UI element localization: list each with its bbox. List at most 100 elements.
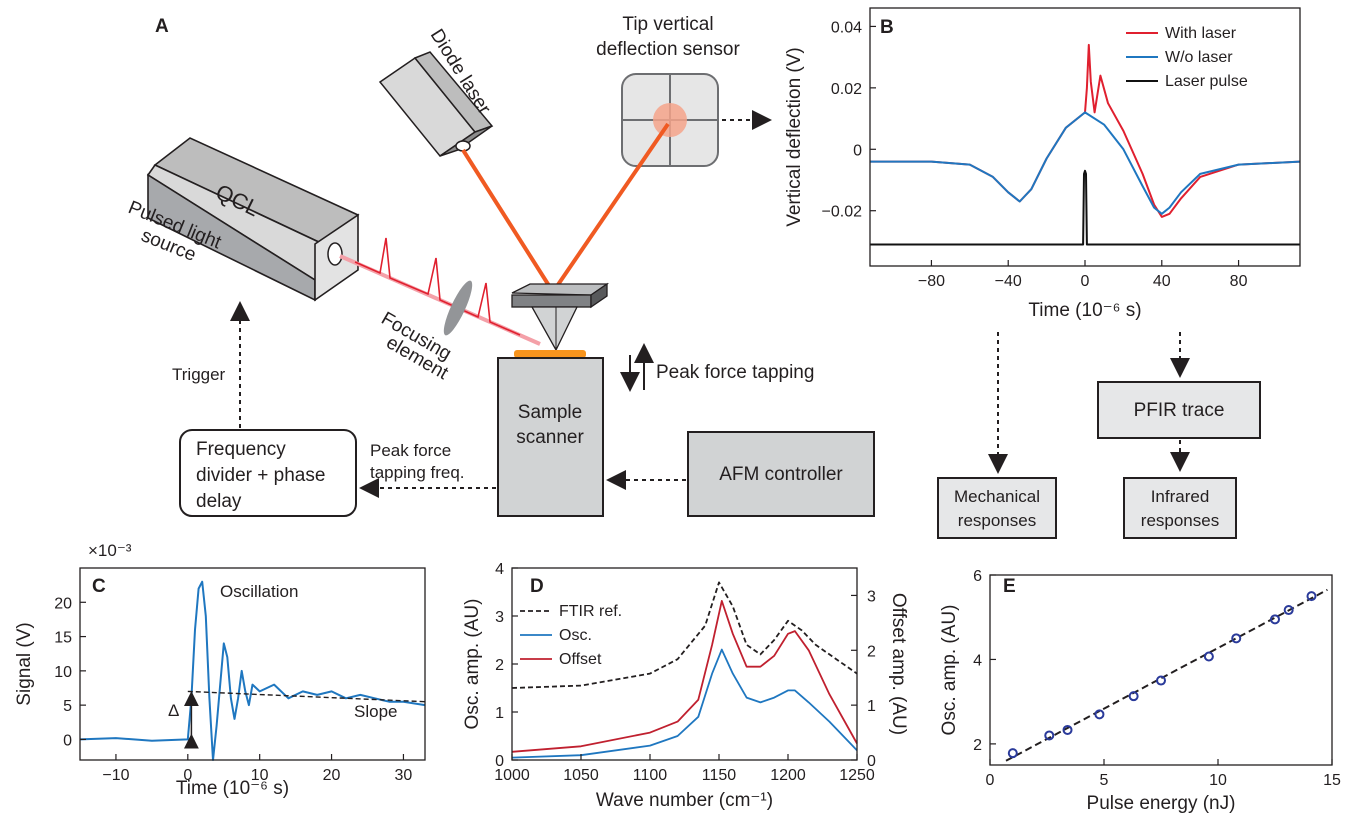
sample-icon	[514, 350, 586, 358]
chart-b-ytick-label: 0	[853, 142, 862, 159]
chart-e-xtick-label: 0	[986, 772, 995, 789]
signal-trace	[79, 580, 426, 761]
series-2-line	[511, 600, 858, 753]
chart-c-frame	[79, 567, 426, 761]
mechanical-label-line1: Mechanical	[954, 487, 1040, 506]
chart-e-frame	[989, 574, 1333, 766]
chart-d-ytick-right-label: 0	[867, 753, 876, 770]
chart-c-xtick-label: 0	[183, 767, 192, 784]
panel-b-flow: PFIR trace Mechanical responses Infrared…	[937, 332, 1261, 539]
chart-b-xtick-label: 0	[1081, 273, 1090, 290]
chart-b-xtick-label: −40	[995, 273, 1022, 290]
series-1-line	[511, 648, 858, 759]
ir-pulse-train	[354, 237, 521, 336]
afm-cantilever-icon	[511, 282, 610, 352]
chart-c-xtick-label: 30	[395, 767, 413, 784]
chart-c: −10 0 10 20 30 0 5 10 15 20 Time (10⁻⁶ s) Signal (V…	[14, 567, 426, 799]
pfir-trace-label: PFIR trace	[1134, 400, 1225, 421]
chart-d-xtick-label: 1050	[563, 767, 599, 784]
incident-beam	[461, 148, 555, 294]
peak-freq-label-line2: tapping freq.	[370, 463, 465, 482]
sensor-label-line2: deflection sensor	[596, 39, 740, 60]
chart-d-ytick-label: 1	[495, 705, 504, 722]
chart-c-ytick-label: 20	[54, 595, 72, 612]
infrared-label-line2: responses	[1141, 511, 1219, 530]
data-point	[1062, 724, 1073, 735]
peak-force-tapping-label: Peak force tapping	[656, 362, 814, 383]
data-point	[1203, 651, 1214, 662]
chart-b-xlabel: Time (10⁻⁶ s)	[1028, 300, 1141, 321]
frequency-divider-box	[179, 429, 357, 517]
chart-c-xtick-label: 20	[323, 767, 341, 784]
freq-divider-label-line2: divider + phase	[196, 465, 325, 486]
panel-d-letter: D	[530, 576, 544, 597]
chart-b-ylabel: Vertical deflection (V)	[784, 47, 805, 227]
sample-scanner-label-line2: scanner	[516, 427, 584, 448]
chart-b-frame	[869, 7, 1301, 267]
chart-d-ytick-right-label: 2	[867, 643, 876, 660]
mechanical-label-line2: responses	[958, 511, 1036, 530]
chart-e-ytick-label: 6	[973, 568, 982, 585]
data-point	[1270, 614, 1280, 625]
chart-c-ytick-label: 0	[63, 732, 72, 749]
legend-b-label-1: W/o laser	[1165, 49, 1233, 66]
chart-d-ytick-right-label: 3	[867, 588, 876, 605]
chart-d-xtick-label: 1100	[633, 767, 668, 784]
panel-a-letter: A	[155, 16, 169, 37]
chart-d-xlabel: Wave number (cm⁻¹)	[596, 790, 773, 811]
sample-scanner-label-line1: Sample	[518, 402, 582, 423]
chart-e-xlabel: Pulse energy (nJ)	[1087, 793, 1236, 814]
data-point	[1007, 748, 1018, 759]
chart-c-ytick-label: 10	[54, 664, 72, 681]
legend-b-label-2: Laser pulse	[1165, 73, 1248, 90]
data-point	[1306, 591, 1317, 602]
linear-fit-line	[1005, 588, 1328, 762]
panel-c-delta-label: Δ	[168, 701, 179, 720]
chart-d-ytick-right-label: 1	[867, 698, 876, 715]
chart-b: −80 −40 0 40 80 −0.02 0 0.02 0.04 Time (10⁻⁶ s) Ve…	[784, 7, 1301, 321]
chart-d-ytick-label: 2	[495, 657, 504, 674]
legend-d-label-0: FTIR ref.	[559, 603, 622, 620]
chart-c-ylabel: Signal (V)	[14, 622, 35, 705]
chart-d-ylabel: Osc. amp. (AU)	[462, 599, 483, 730]
chart-c-xtick-label: 10	[251, 767, 269, 784]
infrared-label-line1: Infrared	[1151, 487, 1210, 506]
chart-d-xtick-label: 1200	[770, 767, 806, 784]
chart-c-xtick-label: −10	[102, 767, 129, 784]
series-0-line	[511, 581, 858, 689]
chart-e-ytick-label: 2	[973, 737, 982, 754]
chart-d-xtick-label: 1150	[702, 767, 737, 784]
reflected-beam	[551, 122, 670, 294]
chart-b-xtick-label: 40	[1153, 273, 1171, 290]
chart-b-xtick-label: −80	[918, 273, 945, 290]
peak-freq-label-line1: Peak force	[370, 441, 451, 460]
chart-b-xtick-label: 80	[1230, 273, 1248, 290]
infrared-responses-box	[1123, 477, 1237, 539]
mechanical-responses-box	[937, 477, 1057, 539]
chart-d-xtick-label: 1250	[839, 767, 875, 784]
data-point	[1094, 709, 1105, 720]
chart-b-ytick-label: 0.04	[831, 19, 862, 36]
pfir-trace-box	[1097, 381, 1261, 439]
panel-c-oscillation-label: Oscillation	[220, 582, 298, 601]
qcl-source-icon	[146, 137, 360, 302]
data-point	[1128, 691, 1139, 702]
series-2-line	[870, 169, 1300, 246]
data-point	[1156, 675, 1166, 686]
chart-c-ytick-label: 15	[54, 630, 72, 647]
chart-d-xtick-label: 1000	[494, 767, 530, 784]
panel-c-letter: C	[92, 576, 106, 597]
series-0-line	[870, 43, 1301, 218]
chart-c-ytick-label: 5	[63, 698, 72, 715]
diode-laser-icon	[378, 51, 494, 158]
panel-c-multiplier: ×10⁻³	[88, 541, 132, 560]
chart-c-xlabel: Time (10⁻⁶ s)	[176, 778, 289, 799]
freq-divider-label-line1: Frequency	[196, 439, 286, 460]
series-1-line	[870, 111, 1301, 215]
focusing-lens-icon	[443, 280, 473, 336]
data-point	[1044, 730, 1055, 741]
chart-e-xtick-label: 5	[1100, 772, 1109, 789]
trigger-label: Trigger	[172, 365, 226, 384]
